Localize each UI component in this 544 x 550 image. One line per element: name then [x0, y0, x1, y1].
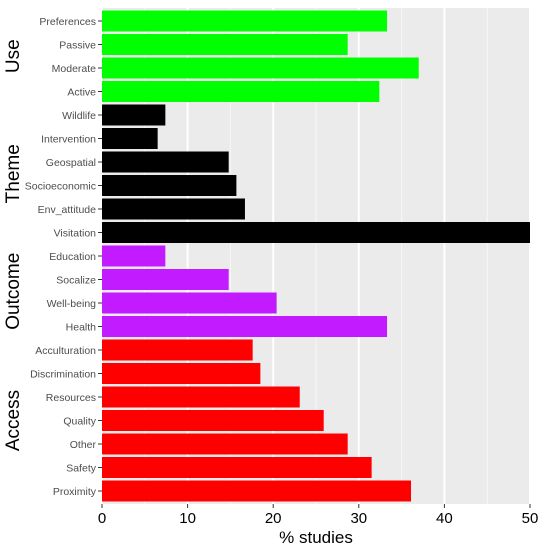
group-labels: Use Theme Outcome Access: [3, 39, 24, 451]
x-tick-label: 10: [179, 510, 196, 527]
category-label: Proximity: [53, 486, 97, 498]
category-label: Passive: [59, 40, 96, 52]
category-label: Health: [66, 322, 97, 334]
bar: [102, 34, 348, 55]
group-label: Access: [3, 390, 24, 451]
bar: [102, 316, 388, 337]
category-label: Intervention: [41, 134, 96, 146]
category-label: Socalize: [56, 275, 96, 287]
bar: [102, 339, 253, 361]
category-label: Geospatial: [46, 157, 96, 169]
x-axis-title: % studies: [279, 528, 353, 547]
bar: [102, 292, 277, 314]
category-label: Env_attitude: [38, 204, 97, 216]
category-label: Safety: [66, 463, 97, 475]
bar: [102, 410, 324, 431]
category-label: Socioeconomic: [25, 181, 96, 193]
bar: [102, 457, 372, 478]
category-labels: Preferences Passive Moderate Active Wildlife…: [25, 16, 102, 498]
x-tick-label: 50: [522, 510, 539, 527]
x-tick-label: 30: [350, 510, 367, 527]
category-label: Quality: [63, 416, 96, 428]
x-tick-label: 20: [265, 510, 282, 527]
category-label: Acculturation: [35, 345, 96, 357]
bar: [102, 175, 237, 196]
bar: [102, 198, 245, 220]
bar: [102, 104, 166, 126]
bar: [102, 386, 300, 408]
category-label: Other: [70, 439, 97, 451]
group-label: Theme: [3, 144, 24, 203]
category-label: Visitation: [54, 228, 97, 240]
group-label: Use: [3, 39, 24, 73]
bar: [102, 128, 158, 149]
bar: [102, 81, 380, 102]
category-label: Well-being: [47, 298, 97, 310]
x-tick-label: 40: [436, 510, 453, 527]
category-label: Active: [67, 87, 96, 99]
bars: [102, 10, 530, 502]
bar: [102, 151, 229, 173]
bar: [102, 363, 261, 384]
category-label: Education: [49, 251, 96, 263]
x-axis: 0 10 20 30 40 50: [98, 504, 539, 527]
category-label: Discrimination: [30, 369, 96, 381]
group-label: Outcome: [3, 253, 24, 330]
bar: [102, 269, 229, 290]
category-label: Resources: [46, 392, 96, 404]
bar: [102, 222, 530, 243]
bar: [102, 245, 166, 267]
category-label: Wildlife: [62, 110, 96, 122]
category-label: Preferences: [39, 16, 96, 28]
bar: [102, 57, 419, 79]
category-label: Moderate: [52, 63, 97, 75]
bar: [102, 480, 412, 502]
bar: [102, 433, 348, 455]
bar: [102, 10, 388, 32]
x-tick-label: 0: [98, 510, 106, 527]
